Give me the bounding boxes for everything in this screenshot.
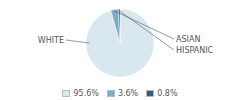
html-text:0.8%: 0.8% bbox=[157, 88, 178, 98]
svg-text:HISPANIC: HISPANIC bbox=[176, 46, 214, 55]
html-text:95.6%: 95.6% bbox=[73, 88, 99, 98]
svg-text:WHITE: WHITE bbox=[38, 36, 64, 45]
svg-text:ASIAN: ASIAN bbox=[176, 35, 200, 44]
html-text:3.6%: 3.6% bbox=[117, 88, 139, 98]
